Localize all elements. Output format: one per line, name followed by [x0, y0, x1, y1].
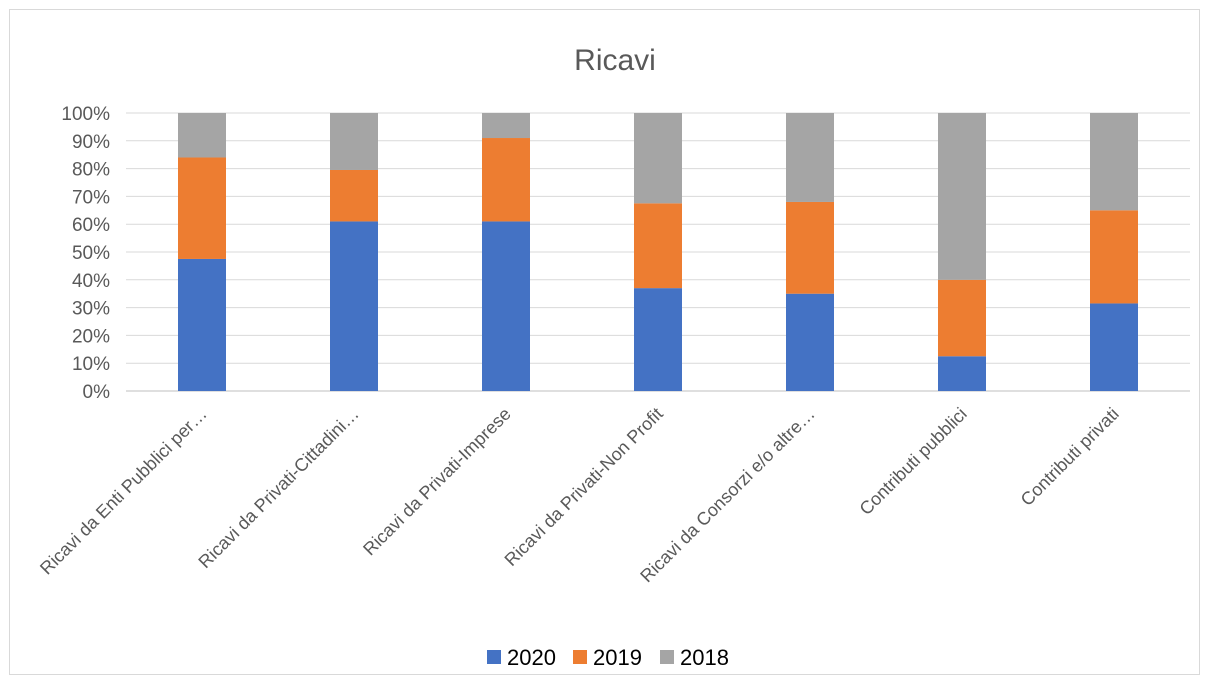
bar-segment-2019: [1090, 210, 1138, 304]
x-category-label: Ricavi da Enti Pubblici per…: [36, 404, 211, 579]
y-tick-label: 10%: [72, 354, 110, 375]
bar-segment-2018: [330, 113, 378, 170]
bar-segment-2019: [178, 157, 226, 259]
bar-segment-2020: [634, 288, 682, 391]
legend-label-2018: 2018: [680, 645, 729, 670]
legend-swatch-2020: [487, 650, 501, 664]
bar-segment-2018: [1090, 113, 1138, 211]
x-category-label: Ricavi da Consorzi e/o altre…: [636, 404, 819, 587]
chart-title: Ricavi: [574, 44, 656, 77]
x-category-label: Ricavi da Privati-Non Profit: [501, 404, 667, 570]
y-tick-label: 20%: [72, 326, 110, 347]
y-tick-label: 100%: [61, 104, 110, 125]
x-category-label: Ricavi da Privati-Cittadini…: [194, 404, 362, 572]
bar-segment-2020: [1090, 303, 1138, 391]
bars: [178, 113, 1138, 391]
legend-swatch-2018: [660, 650, 674, 664]
y-tick-label: 60%: [72, 215, 110, 236]
y-tick-label: 0%: [83, 382, 111, 403]
bar-segment-2020: [330, 221, 378, 391]
x-category-label: Ricavi da Privati-Imprese: [359, 404, 515, 560]
bar-segment-2019: [634, 203, 682, 289]
bar-segment-2020: [178, 258, 226, 391]
bar-segment-2020: [786, 293, 834, 391]
legend-swatch-2019: [573, 650, 587, 664]
bar-segment-2019: [330, 169, 378, 222]
legend-label-2019: 2019: [593, 645, 642, 670]
legend: 2020 2019 2018: [487, 645, 729, 670]
bar-segment-2018: [786, 113, 834, 202]
bar-segment-2019: [482, 138, 530, 222]
y-tick-label: 40%: [72, 271, 110, 292]
y-axis-ticks: 0% 10% 20% 30% 40% 50% 60% 70% 80% 90% 100%: [61, 104, 110, 403]
y-tick-label: 80%: [72, 160, 110, 181]
bar-segment-2018: [178, 113, 226, 158]
bar-segment-2020: [482, 221, 530, 391]
x-category-label: Contributi pubblici: [856, 404, 971, 519]
legend-label-2020: 2020: [507, 645, 556, 670]
y-tick-label: 50%: [72, 243, 110, 264]
y-tick-label: 90%: [72, 132, 110, 153]
y-tick-label: 30%: [72, 299, 110, 320]
bar-segment-2018: [482, 113, 530, 139]
bar-segment-2020: [938, 356, 986, 391]
bar-segment-2018: [634, 113, 682, 204]
bar-segment-2018: [938, 113, 986, 280]
bar-segment-2019: [786, 201, 834, 294]
y-tick-label: 70%: [72, 187, 110, 208]
x-category-label: Contributi privati: [1017, 404, 1123, 510]
x-axis-categories: Ricavi da Enti Pubblici per…Ricavi da Pr…: [36, 404, 1123, 587]
bar-segment-2019: [938, 279, 986, 357]
